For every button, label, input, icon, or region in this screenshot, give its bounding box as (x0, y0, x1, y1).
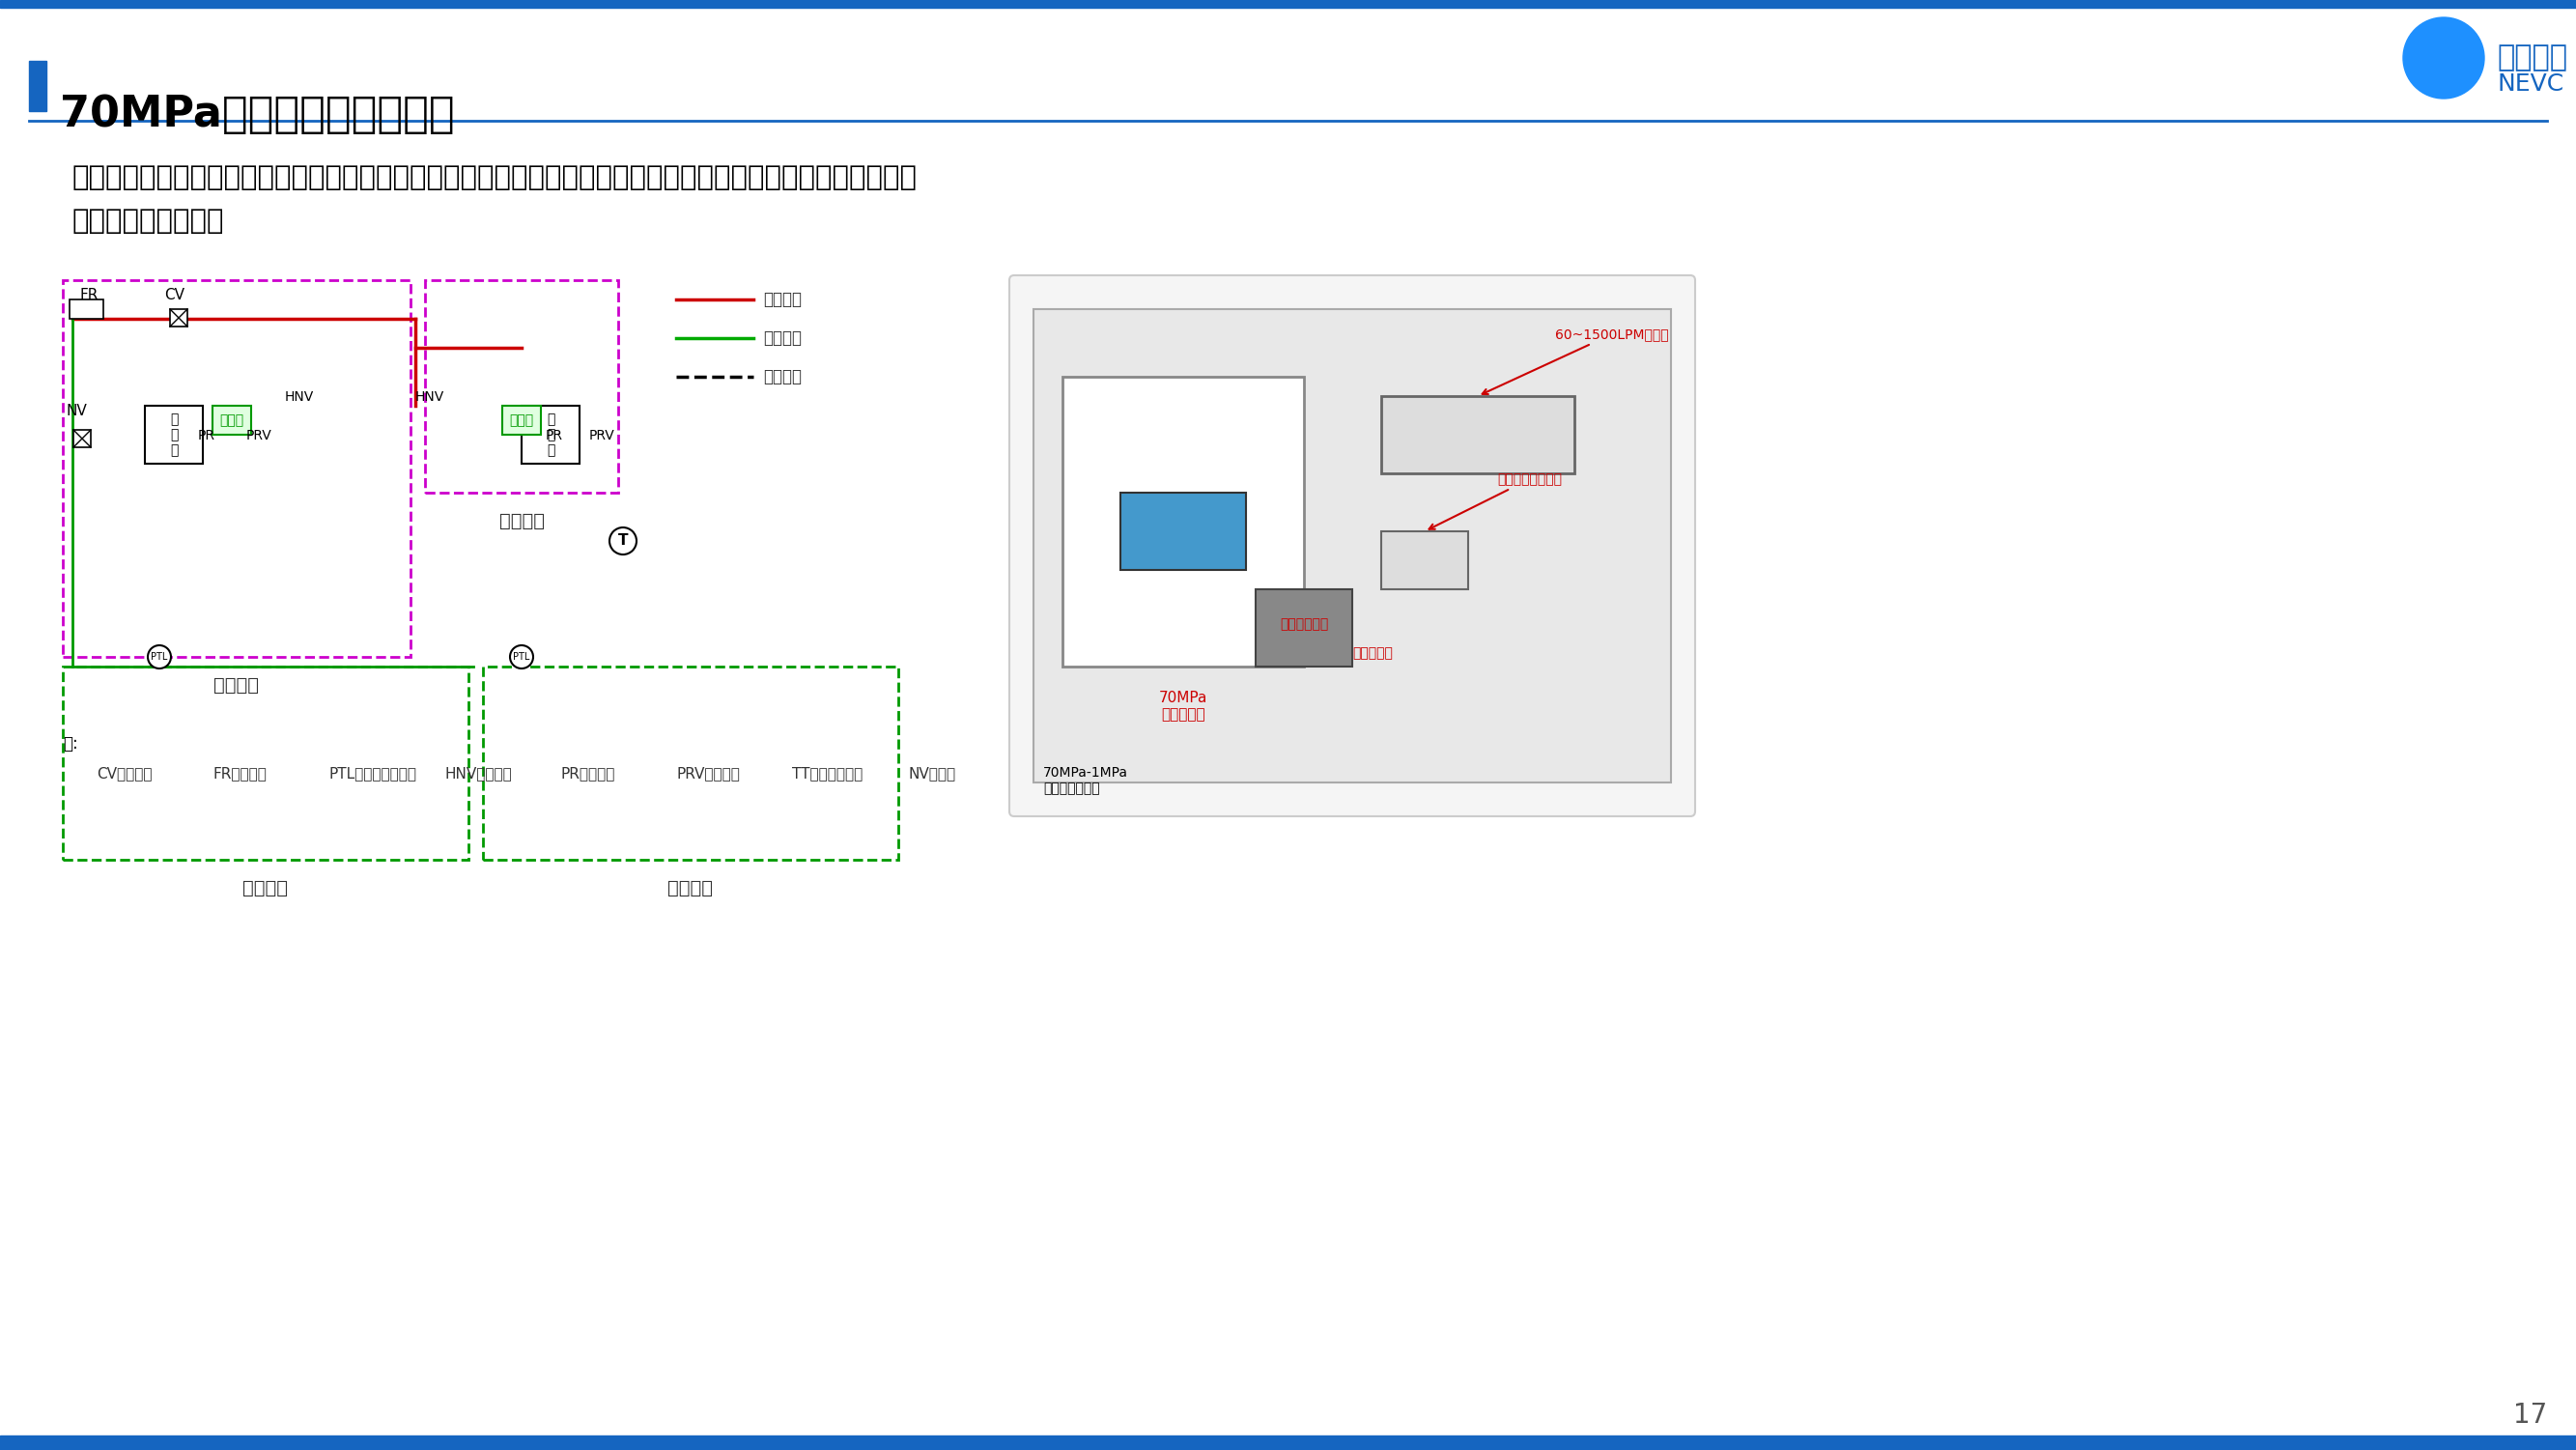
Text: 高压管路: 高压管路 (762, 291, 801, 309)
Text: 注:: 注: (62, 735, 77, 753)
Text: CV: CV (165, 289, 185, 303)
Text: HNV：高压阀: HNV：高压阀 (443, 766, 513, 780)
Text: PR: PR (198, 429, 216, 442)
Bar (1381, 531, 1468, 589)
Bar (72, 429, 90, 447)
Text: 电磁阀: 电磁阀 (219, 413, 245, 426)
Circle shape (510, 645, 533, 668)
Bar (1121, 493, 1247, 570)
Text: 运行模块: 运行模块 (242, 879, 289, 898)
Text: PR：减压器: PR：减压器 (559, 766, 616, 780)
Text: NV：针阀: NV：针阀 (907, 766, 956, 780)
Text: 电磁阀: 电磁阀 (510, 413, 533, 426)
Bar (0, 0, 2576, 7)
Text: NV: NV (64, 403, 88, 418)
Text: 温度传感器: 温度传感器 (1352, 647, 1394, 660)
Text: T: T (618, 534, 629, 548)
Bar (425, 280, 618, 493)
Circle shape (611, 528, 636, 554)
Text: 减
压
器: 减 压 器 (546, 412, 554, 457)
Bar (0, 1436, 2576, 1450)
Text: 国创中心: 国创中心 (2496, 44, 2568, 71)
Bar (28, 61, 46, 112)
Text: 中低压压力传感器: 中低压压力传感器 (1430, 473, 1561, 529)
Text: FR: FR (80, 289, 98, 303)
Text: FR：过滤器: FR：过滤器 (211, 766, 265, 780)
Bar (502, 406, 541, 435)
Text: 60~1500LPM流量计: 60~1500LPM流量计 (1481, 328, 1669, 394)
Bar (1255, 589, 1352, 667)
FancyBboxPatch shape (1010, 276, 1695, 816)
Bar (1381, 396, 1574, 473)
Text: 氢气管路: 氢气管路 (762, 329, 801, 347)
Text: 70MPa-1MPa
测试模块减压阀: 70MPa-1MPa 测试模块减压阀 (1043, 766, 1128, 795)
Text: PTL: PTL (152, 653, 167, 661)
Text: NEVC: NEVC (2496, 72, 2563, 96)
Text: PRV：安全阀: PRV：安全阀 (675, 766, 739, 780)
Circle shape (147, 645, 170, 668)
Bar (1033, 309, 1672, 783)
Text: PRV: PRV (590, 429, 616, 442)
Bar (1061, 377, 1303, 667)
Bar (144, 406, 204, 464)
Text: 70MPa
氢气控制器: 70MPa 氢气控制器 (1159, 690, 1208, 722)
Bar (170, 309, 188, 326)
Text: 17: 17 (2514, 1402, 2548, 1428)
Text: 加氢模块: 加氢模块 (214, 676, 260, 695)
Text: HNV: HNV (415, 390, 446, 403)
Text: 储氢模块: 储氢模块 (500, 512, 544, 531)
Text: 进行数据汇总分析。: 进行数据汇总分析。 (72, 207, 224, 235)
Bar (520, 406, 580, 464)
Text: 70MPa加氢技术可行性评价: 70MPa加氢技术可行性评价 (59, 94, 453, 135)
Bar (211, 406, 250, 435)
Text: 测试模块: 测试模块 (667, 879, 714, 898)
Bar (482, 667, 899, 860)
Text: PR: PR (546, 429, 564, 442)
Bar (62, 667, 469, 860)
Text: HNV: HNV (286, 390, 314, 403)
Text: PTL：氢压力传感器: PTL：氢压力传感器 (327, 766, 417, 780)
Circle shape (2403, 17, 2483, 99)
Text: 减
压
器: 减 压 器 (170, 412, 178, 457)
Text: PRV: PRV (247, 429, 273, 442)
Text: 掌控管路: 掌控管路 (762, 368, 801, 386)
Text: 针对车载氢系统，区别相关管路并识别关键节点和关键部件，对其进行温度、压力等影响因素的检测，实时记录并: 针对车载氢系统，区别相关管路并识别关键节点和关键部件，对其进行温度、压力等影响因… (72, 164, 917, 191)
Bar (62, 280, 410, 657)
Text: PTL: PTL (513, 653, 531, 661)
Text: CV：截止阀: CV：截止阀 (95, 766, 152, 780)
Text: TT：温度传感器: TT：温度传感器 (791, 766, 863, 780)
Bar (70, 300, 103, 319)
Text: 低压多通接头: 低压多通接头 (1280, 618, 1329, 631)
